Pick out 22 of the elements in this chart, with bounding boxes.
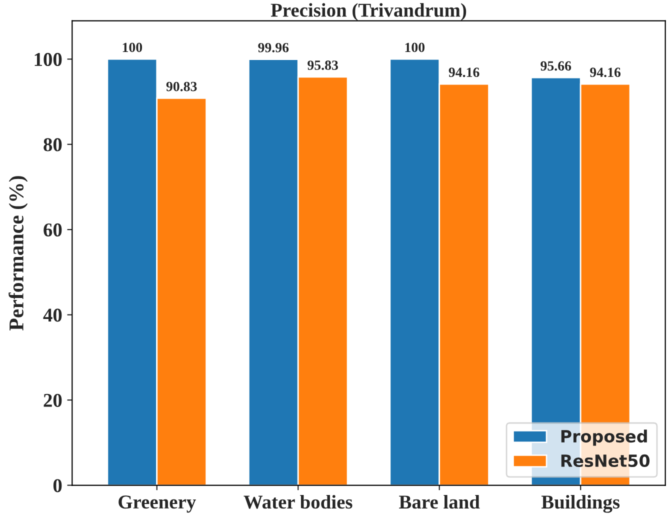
y-tick-label: 0 bbox=[53, 479, 62, 492]
x-tick-label: Bare land bbox=[399, 494, 480, 509]
x-tick-label: Water bodies bbox=[244, 494, 352, 509]
y-tick-label: 60 bbox=[44, 223, 62, 237]
y-tick-label: 20 bbox=[44, 394, 62, 407]
data-label: 94.16 bbox=[590, 68, 621, 78]
data-label: 100 bbox=[405, 42, 425, 52]
chart-title: Precision (Trivandrum) bbox=[270, 3, 466, 21]
x-tick-label: Buildings bbox=[541, 494, 620, 513]
data-label: 95.83 bbox=[308, 60, 338, 70]
data-label: 94.16 bbox=[448, 68, 480, 78]
y-tick-label: 40 bbox=[43, 308, 62, 322]
data-label: 100 bbox=[122, 42, 142, 52]
y-tick-label: 100 bbox=[34, 52, 62, 66]
legend-label: Proposed bbox=[561, 430, 647, 446]
y-axis-title: Performance (%) bbox=[8, 176, 28, 330]
x-tick-label: Greenery bbox=[118, 496, 196, 513]
legend-label: ResNet50 bbox=[561, 454, 650, 468]
data-label: 90.83 bbox=[166, 82, 197, 92]
y-tick-label: 80 bbox=[44, 138, 62, 152]
data-label: 95.66 bbox=[540, 61, 572, 71]
data-label: 99.96 bbox=[258, 42, 289, 52]
